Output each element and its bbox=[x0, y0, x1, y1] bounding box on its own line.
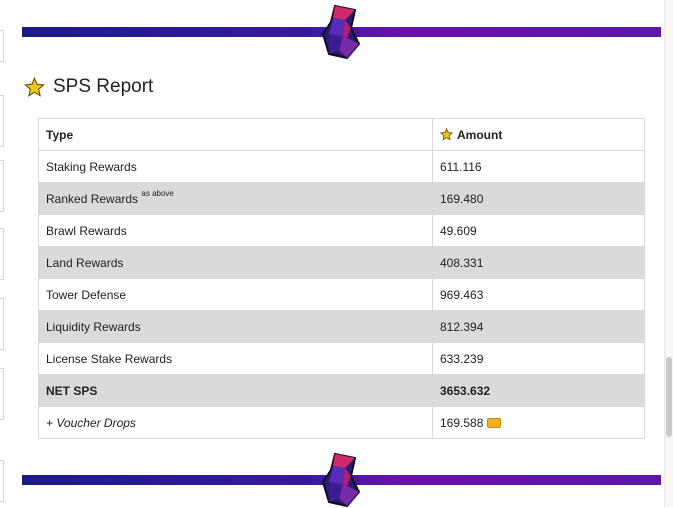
table-row: Brawl Rewards 49.609 bbox=[38, 214, 645, 247]
amount-header-label: Amount bbox=[457, 127, 503, 142]
content-border bbox=[664, 0, 665, 507]
side-card-fragment bbox=[0, 298, 4, 350]
type-column-header: Type bbox=[38, 118, 433, 151]
row-type: Liquidity Rewards bbox=[38, 310, 433, 343]
amount-column-header: Amount bbox=[432, 118, 645, 151]
row-note: as above bbox=[141, 188, 174, 198]
gem-icon bbox=[321, 4, 361, 60]
net-sps-row: NET SPS 3653.632 bbox=[38, 374, 645, 407]
gem-icon bbox=[321, 452, 361, 508]
table-row: Land Rewards 408.331 bbox=[38, 246, 645, 279]
side-card-fragment bbox=[0, 368, 4, 420]
report-heading: SPS Report bbox=[24, 76, 153, 98]
row-amount: 169.588 bbox=[440, 415, 484, 430]
row-type: Staking Rewards bbox=[38, 150, 433, 183]
row-type: Tower Defense bbox=[38, 278, 433, 311]
row-amount: 169.480 bbox=[432, 182, 645, 215]
row-amount-cell: 169.588 bbox=[432, 406, 645, 439]
row-amount: 3653.632 bbox=[432, 374, 645, 407]
row-type: Brawl Rewards bbox=[38, 214, 433, 247]
star-icon bbox=[24, 76, 45, 98]
row-amount: 408.331 bbox=[432, 246, 645, 279]
row-type: NET SPS bbox=[38, 374, 433, 407]
side-card-fragment bbox=[0, 30, 4, 62]
side-card-fragment bbox=[0, 95, 4, 147]
row-type: License Stake Rewards bbox=[38, 342, 433, 375]
table-header-row: Type Amount bbox=[38, 118, 645, 151]
sps-report-table: Type Amount Staking Rewards 611.116 Rank… bbox=[38, 118, 645, 439]
star-icon bbox=[440, 128, 453, 141]
table-row: Liquidity Rewards 812.394 bbox=[38, 310, 645, 343]
table-row: Staking Rewards 611.116 bbox=[38, 150, 645, 183]
report-title: SPS Report bbox=[53, 76, 154, 97]
scrollbar-thumb[interactable] bbox=[666, 357, 672, 437]
row-amount: 969.463 bbox=[432, 278, 645, 311]
row-type: Land Rewards bbox=[38, 246, 433, 279]
row-amount: 49.609 bbox=[432, 214, 645, 247]
table-row: Ranked Rewards as above 169.480 bbox=[38, 182, 645, 215]
row-type: Ranked Rewards bbox=[46, 191, 139, 206]
side-card-fragment bbox=[0, 228, 4, 280]
voucher-icon bbox=[487, 418, 502, 429]
table-row: License Stake Rewards 633.239 bbox=[38, 342, 645, 375]
row-type: + Voucher Drops bbox=[38, 406, 433, 439]
row-amount: 611.116 bbox=[432, 150, 645, 183]
side-card-fragment bbox=[0, 460, 4, 502]
row-amount: 812.394 bbox=[432, 310, 645, 343]
scrollbar[interactable] bbox=[665, 0, 673, 507]
row-type-cell: Ranked Rewards as above bbox=[38, 182, 433, 215]
voucher-row: + Voucher Drops 169.588 bbox=[38, 406, 645, 439]
side-card-fragment bbox=[0, 160, 4, 212]
row-amount: 633.239 bbox=[432, 342, 645, 375]
table-row: Tower Defense 969.463 bbox=[38, 278, 645, 311]
